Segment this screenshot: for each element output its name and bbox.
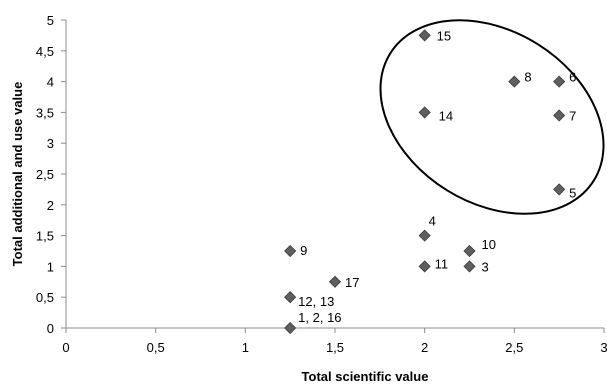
data-point-label: 11: [435, 256, 449, 271]
y-tick-label: 4: [47, 75, 54, 90]
data-point-label: 4: [429, 214, 436, 229]
y-tick-label: 1,5: [36, 229, 54, 244]
data-point-label: 5: [569, 185, 576, 200]
data-point-marker: [284, 291, 297, 304]
data-point-label: 9: [300, 243, 307, 258]
y-tick-label: 2: [47, 198, 54, 213]
data-point-label: 12, 13: [298, 294, 334, 309]
data-point-label: 14: [439, 108, 453, 123]
data-point-marker: [553, 183, 566, 196]
data-point-marker: [418, 29, 431, 42]
data-point-marker: [284, 244, 297, 258]
data-point-label: 6: [569, 70, 576, 85]
y-tick-label: 0: [47, 321, 54, 336]
data-point-label: 10: [482, 237, 496, 252]
y-axis-ticks: 0 0,5 1 1,5 2 2,5 3 3,5 4 4,5 5: [36, 13, 66, 336]
x-tick-label: 2,5: [505, 340, 523, 355]
data-point-label: 7: [569, 108, 576, 123]
y-tick-label: 0,5: [36, 290, 54, 305]
data-point-marker: [463, 244, 476, 258]
x-tick-label: 1: [242, 340, 249, 355]
data-point-marker: [463, 260, 476, 273]
x-axis-title: Total scientific value: [302, 369, 429, 384]
x-tick-label: 1,5: [326, 340, 344, 355]
x-axis-ticks: 0 0,5 1 1,5 2 2,5 3: [62, 328, 607, 355]
y-tick-label: 5: [47, 13, 54, 28]
y-tick-label: 4,5: [36, 44, 54, 59]
data-point-label: 3: [482, 259, 489, 274]
y-tick-label: 1: [47, 259, 54, 274]
data-point-marker: [418, 106, 431, 119]
data-point-label: 15: [437, 28, 451, 43]
data-point-marker: [418, 260, 431, 273]
x-tick-label: 2: [421, 340, 428, 355]
y-tick-label: 2,5: [36, 167, 54, 182]
data-point-marker: [284, 321, 297, 335]
data-point-marker: [553, 75, 566, 88]
data-point-label: 1, 2, 16: [298, 310, 341, 325]
data-point-marker: [418, 229, 431, 242]
annotations: [379, 19, 605, 215]
data-point-marker: [508, 75, 521, 88]
x-tick-label: 0,5: [147, 340, 165, 355]
x-tick-label: 3: [600, 340, 607, 355]
data-point-marker: [553, 109, 566, 122]
y-tick-label: 3: [47, 136, 54, 151]
data-points: 15 8 6 14 7 5 4 9 10 11 3 17 12, 131, 2, 16: [284, 28, 576, 335]
y-axis-title: Total additional and use value: [10, 82, 25, 267]
y-tick-label: 3,5: [36, 105, 54, 120]
cluster-ellipse: [379, 19, 605, 215]
data-point-marker: [328, 275, 342, 288]
data-point-label: 8: [524, 70, 531, 85]
x-tick-label: 0: [62, 340, 69, 355]
data-point-label: 17: [345, 275, 359, 290]
